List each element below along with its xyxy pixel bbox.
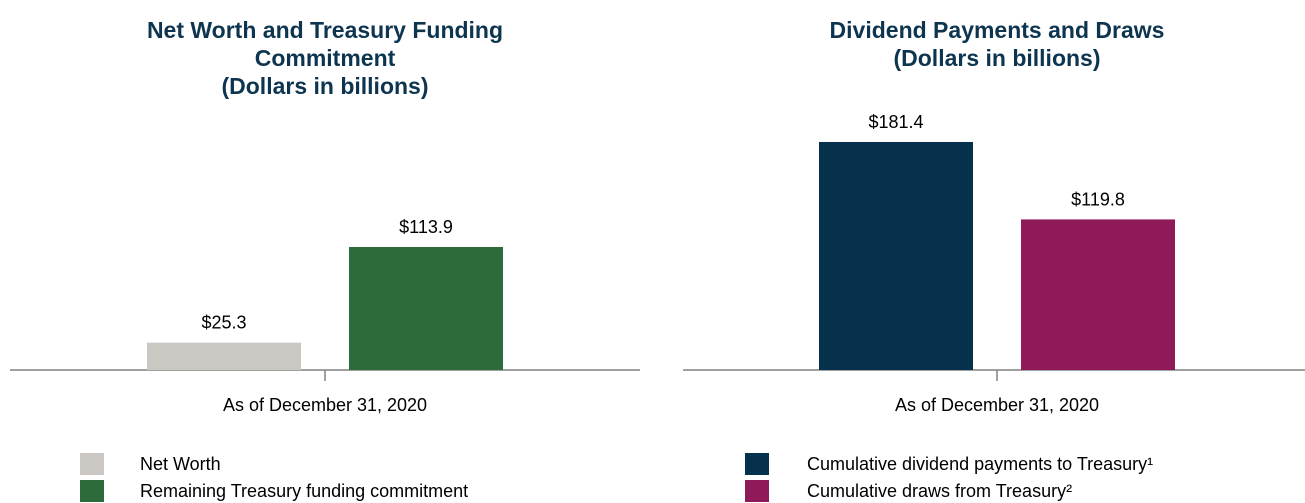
value-label: $113.9 [399, 217, 453, 237]
value-label: $119.8 [1071, 189, 1125, 209]
legend-swatch [80, 480, 104, 502]
legend-label: Remaining Treasury funding commitment [140, 481, 468, 501]
legend-label: Cumulative draws from Treasury² [807, 481, 1072, 501]
chart-subtitle: (Dollars in billions) [221, 73, 429, 99]
value-label: $25.3 [201, 313, 246, 333]
chart-subtitle: (Dollars in billions) [893, 45, 1101, 71]
legend-swatch [80, 453, 104, 475]
bar [147, 342, 301, 370]
x-tick-label: As of December 31, 2020 [223, 395, 427, 415]
x-tick-label: As of December 31, 2020 [895, 395, 1099, 415]
value-label: $181.4 [868, 112, 923, 132]
legend-swatch [745, 453, 769, 475]
chart-title-block: Net Worth and Treasury Funding Commitmen… [85, 16, 565, 100]
bar [819, 141, 973, 370]
chart-title: Net Worth and Treasury Funding Commitmen… [146, 17, 504, 71]
legend-swatch [745, 480, 769, 502]
chart-title: Dividend Payments and Draws [829, 17, 1165, 43]
legend-label: Net Worth [140, 454, 221, 474]
legend-label: Cumulative dividend payments to Treasury… [807, 454, 1153, 474]
chart-title-block: Dividend Payments and Draws (Dollars in … [757, 16, 1237, 72]
bar [349, 246, 503, 370]
bar [1021, 219, 1175, 370]
